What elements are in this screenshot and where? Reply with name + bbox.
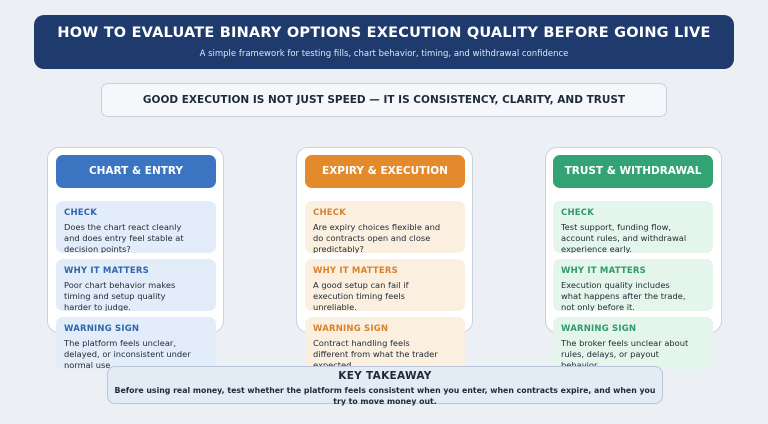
takeaway-text: Before using real money, test whether th…: [114, 386, 656, 406]
card-trust-warning: WARNING SIGN The broker feels unclear ab…: [553, 317, 713, 369]
card-chart-warning: WARNING SIGN The platform feels unclear,…: [56, 317, 216, 369]
card-text: Are expiry choices flexible and do contr…: [313, 222, 441, 253]
card-text: The broker feels unclear about rules, de…: [561, 338, 689, 369]
takeaway-title: KEY TAKEAWAY: [338, 370, 432, 382]
card-label: WARNING SIGN: [313, 324, 389, 334]
card-label: WARNING SIGN: [561, 324, 637, 334]
card-expiry-check: CHECK Are expiry choices flexible and do…: [305, 201, 465, 253]
card-text: Poor chart behavior makes timing and set…: [64, 280, 176, 311]
card-text: Execution quality includes what happens …: [561, 280, 686, 311]
card-label: WHY IT MATTERS: [64, 266, 149, 276]
card-text: Does the chart react cleanly and does en…: [64, 222, 184, 253]
card-text: Test support, funding flow, account rule…: [561, 222, 687, 253]
column-title-trust-withdrawal: TRUST & WITHDRAWAL: [553, 155, 713, 188]
card-label: WHY IT MATTERS: [313, 266, 398, 276]
card-text: A good setup can fail if execution timin…: [313, 280, 409, 311]
key-takeaway-box: KEY TAKEAWAY Before using real money, te…: [107, 366, 663, 406]
card-label: CHECK: [313, 208, 346, 218]
card-chart-check: CHECK Does the chart react cleanly and d…: [56, 201, 216, 253]
page-subtitle: A simple framework for testing fills, ch…: [199, 49, 569, 59]
column-title-chart-entry: CHART & ENTRY: [56, 155, 216, 188]
card-trust-why: WHY IT MATTERS Execution quality include…: [553, 259, 713, 311]
card-chart-why: WHY IT MATTERS Poor chart behavior makes…: [56, 259, 216, 311]
card-text: The platform feels unclear, delayed, or …: [64, 338, 191, 369]
card-trust-check: CHECK Test support, funding flow, accoun…: [553, 201, 713, 253]
card-label: WHY IT MATTERS: [561, 266, 646, 276]
principle-banner: GOOD EXECUTION IS NOT JUST SPEED — IT IS…: [101, 83, 667, 117]
card-label: WARNING SIGN: [64, 324, 140, 334]
card-expiry-warning: WARNING SIGN Contract handling feels dif…: [305, 317, 465, 369]
card-label: CHECK: [561, 208, 594, 218]
column-title-expiry-execution: EXPIRY & EXECUTION: [305, 155, 465, 188]
header-banner: HOW TO EVALUATE BINARY OPTIONS EXECUTION…: [34, 15, 734, 69]
card-text: Contract handling feels different from w…: [313, 338, 438, 369]
card-expiry-why: WHY IT MATTERS A good setup can fail if …: [305, 259, 465, 311]
card-label: CHECK: [64, 208, 97, 218]
page-title: HOW TO EVALUATE BINARY OPTIONS EXECUTION…: [57, 25, 711, 41]
